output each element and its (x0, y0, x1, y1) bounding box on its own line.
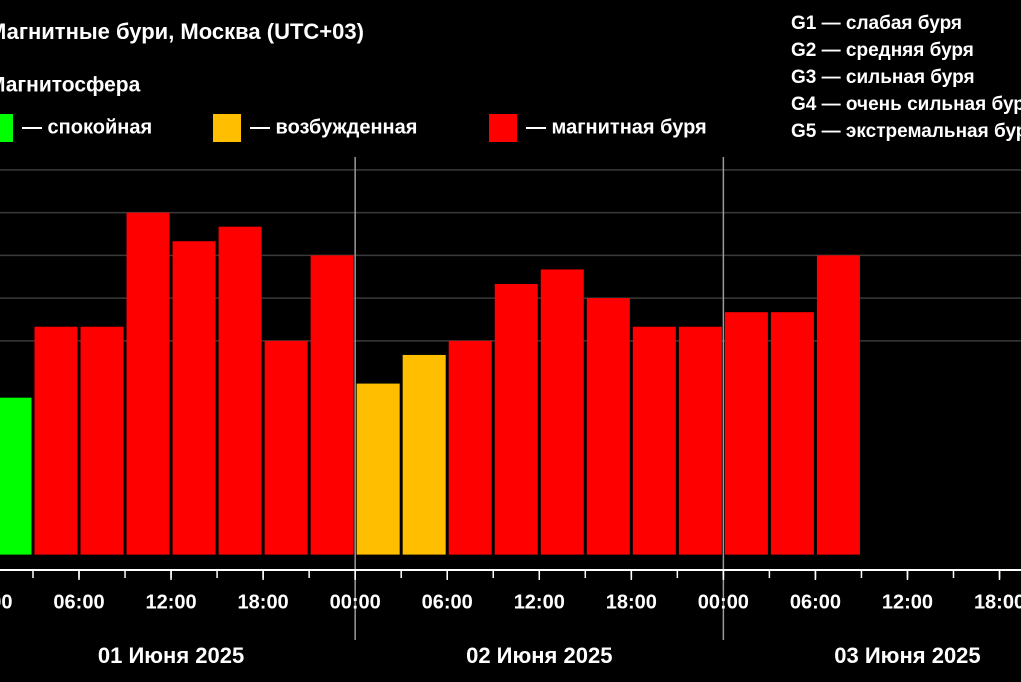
chart-title: Магнитные бури, Москва (UTC+03) (0, 19, 364, 44)
bar (0, 397, 32, 555)
scale-note: G5 — экстремальная буря (791, 121, 1021, 142)
x-tick-label: 00:00 (330, 591, 381, 613)
day-label: 03 Июня 2025 (834, 643, 980, 668)
legend-title: Магнитосфера (0, 74, 141, 97)
legend-label: — магнитная буря (526, 116, 707, 138)
bar (632, 326, 676, 555)
bar (80, 326, 124, 555)
scale-note: G2 — средняя буря (791, 40, 974, 61)
legend-swatch (489, 114, 517, 142)
day-label: 01 Июня 2025 (98, 643, 244, 668)
bar (816, 255, 860, 555)
bar (402, 354, 446, 555)
day-label: 02 Июня 2025 (466, 643, 612, 668)
x-tick-label: 12:00 (145, 591, 196, 613)
bar (586, 298, 630, 555)
x-tick-label: 18:00 (974, 591, 1021, 613)
bar (770, 312, 814, 555)
bar (540, 269, 584, 555)
legend-swatch (213, 114, 241, 142)
x-tick-label: 00:00 (0, 591, 13, 613)
x-tick-label: 12:00 (514, 591, 565, 613)
bar (126, 212, 170, 555)
bar (264, 340, 308, 555)
x-tick-label: 06:00 (790, 591, 841, 613)
bar (724, 312, 768, 555)
bar (494, 283, 538, 555)
legend-swatch (0, 114, 13, 142)
x-tick-label: 06:00 (53, 591, 104, 613)
scale-note: G1 — слабая буря (791, 13, 962, 34)
scale-note: G4 — очень сильная буря (791, 94, 1021, 115)
x-tick-label: 06:00 (422, 591, 473, 613)
scale-note: G3 — сильная буря (791, 67, 975, 88)
bar (218, 226, 262, 555)
legend-label: — спокойная (22, 116, 152, 138)
x-tick-label: 18:00 (238, 591, 289, 613)
bar (310, 255, 354, 555)
x-tick-label: 00:00 (698, 591, 749, 613)
bar (172, 241, 216, 555)
x-tick-label: 18:00 (606, 591, 657, 613)
bar (356, 383, 400, 555)
bar (678, 326, 722, 555)
bar (448, 340, 492, 555)
bar (34, 326, 78, 555)
legend-label: — возбужденная (250, 116, 417, 138)
x-tick-label: 12:00 (882, 591, 933, 613)
